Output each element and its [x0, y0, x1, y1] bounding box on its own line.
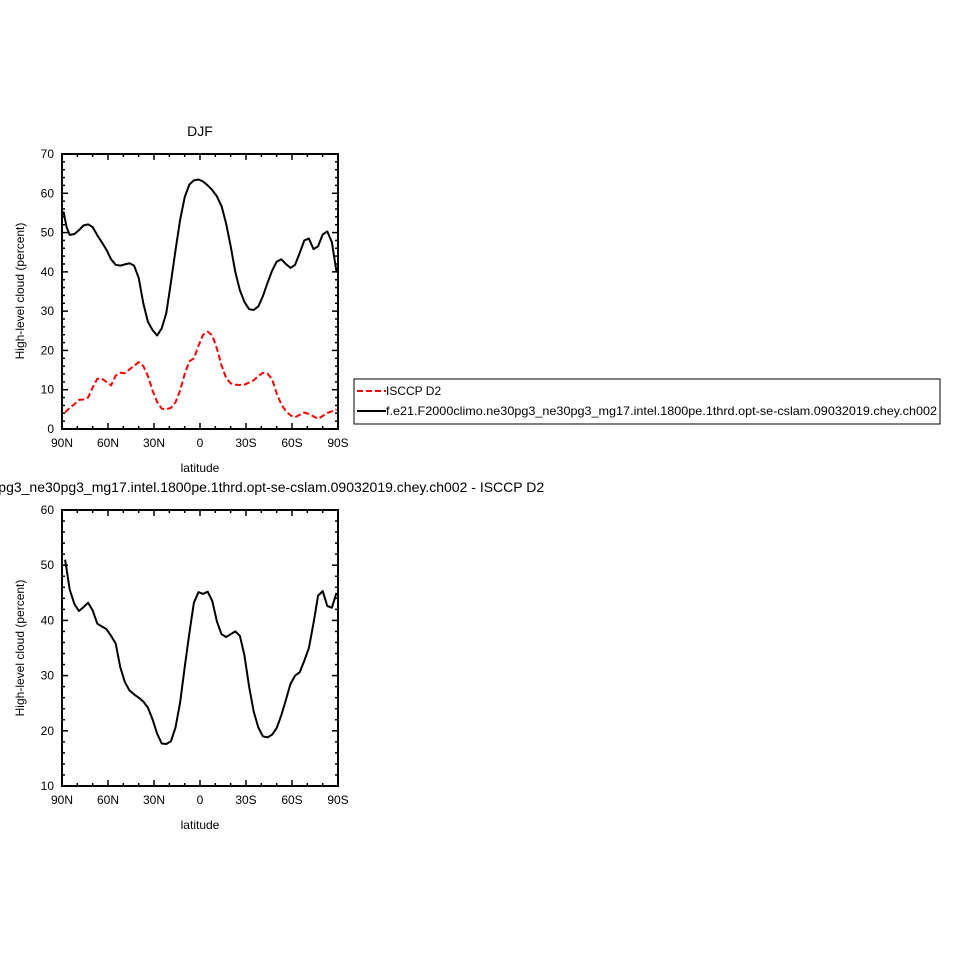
x-tick-label: 60N: [97, 436, 119, 450]
x-tick-label: 90S: [327, 793, 348, 807]
y-tick-label: 20: [41, 724, 55, 738]
y-tick-label: 60: [41, 186, 55, 200]
y-tick-label: 50: [41, 558, 55, 572]
chart-djf: DJF 90N 60N 30N 0 30S 60S 90S 0 10 20 30 40 50 60 70 l…: [13, 123, 349, 475]
series-line-0: [64, 330, 337, 420]
x-tick-label: 0: [197, 793, 204, 807]
y-tick-label: 70: [41, 147, 55, 161]
y-axis-label: High-level cloud (percent): [13, 580, 27, 717]
y-tick-label: 30: [41, 304, 55, 318]
series-line-0: [64, 559, 338, 745]
y-tick-label: 10: [41, 779, 55, 793]
data-series: [64, 559, 338, 745]
x-tick-label: 90S: [327, 436, 348, 450]
y-tick-label: 20: [41, 343, 55, 357]
legend-label-model: f.e21.F2000climo.ne30pg3_ne30pg3_mg17.in…: [386, 404, 937, 418]
x-tick-label: 60S: [281, 793, 302, 807]
x-axis-label: latitude: [181, 461, 220, 475]
x-tick-label: 90N: [51, 436, 73, 450]
x-axis-label: latitude: [181, 818, 220, 832]
x-tick-label: 60N: [97, 793, 119, 807]
y-tick-label: 50: [41, 226, 55, 240]
y-tick-label: 10: [41, 383, 55, 397]
x-tick-label: 90N: [51, 793, 73, 807]
x-tick-label: 0: [197, 436, 204, 450]
y-tick-label: 40: [41, 265, 55, 279]
y-tick-label: 60: [41, 503, 55, 517]
chart-title: DJF: [187, 123, 213, 139]
axis-ticks: 90N 60N 30N 0 30S 60S 90S 0 10 20 30 40 50 60 70: [41, 147, 349, 450]
y-tick-label: 40: [41, 613, 55, 627]
y-tick-label: 30: [41, 669, 55, 683]
y-axis-label: High-level cloud (percent): [13, 223, 27, 360]
data-series: [62, 178, 338, 420]
x-tick-label: 30N: [143, 793, 165, 807]
x-tick-label: 30S: [235, 436, 256, 450]
x-tick-label: 60S: [281, 436, 302, 450]
legend: ISCCP D2 f.e21.F2000climo.ne30pg3_ne30pg…: [353, 378, 941, 425]
x-tick-label: 30S: [235, 793, 256, 807]
y-tick-label: 0: [47, 422, 54, 436]
legend-box: [353, 378, 941, 425]
chart-title: f.e21.F2000climo.ne30pg3_ne30pg3_mg17.in…: [0, 479, 544, 495]
axis-ticks: 90N 60N 30N 0 30S 60S 90S 10 20 30 40 50 60: [41, 503, 349, 807]
x-tick-label: 30N: [143, 436, 165, 450]
legend-label-isccp: ISCCP D2: [386, 384, 441, 398]
chart-difference: f.e21.F2000climo.ne30pg3_ne30pg3_mg17.in…: [0, 479, 544, 832]
series-line-1: [62, 178, 338, 337]
